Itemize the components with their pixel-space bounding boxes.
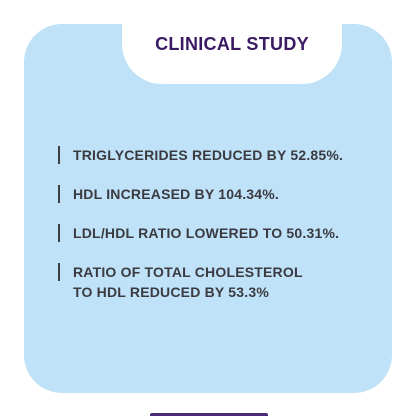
list-item: HDL INCREASED BY 104.34%. [58,184,388,204]
finding-text: TRIGLYCERIDES REDUCED BY 52.85%. [73,147,344,163]
bullet-bar [58,263,60,281]
bullet-bar [58,224,60,242]
title-tab: CLINICAL STUDY [122,24,342,84]
bullet-bar [58,146,60,164]
list-item: LDL/HDL RATIO LOWERED TO 50.31%. [58,223,388,243]
clinical-study-card: CLINICAL STUDY TRIGLYCERIDES REDUCED BY … [24,24,392,393]
finding-text: RATIO OF TOTAL CHOLESTEROL TO HDL REDUCE… [73,264,303,300]
bottom-accent-bar [150,413,268,416]
list-item: TRIGLYCERIDES REDUCED BY 52.85%. [58,145,388,165]
bullet-bar [58,185,60,203]
list-item: RATIO OF TOTAL CHOLESTEROL TO HDL REDUCE… [58,262,388,302]
finding-text: LDL/HDL RATIO LOWERED TO 50.31%. [73,225,340,241]
finding-text: HDL INCREASED BY 104.34%. [73,186,279,202]
page-title: CLINICAL STUDY [155,33,309,54]
findings-list: TRIGLYCERIDES REDUCED BY 52.85%. HDL INC… [58,145,388,321]
